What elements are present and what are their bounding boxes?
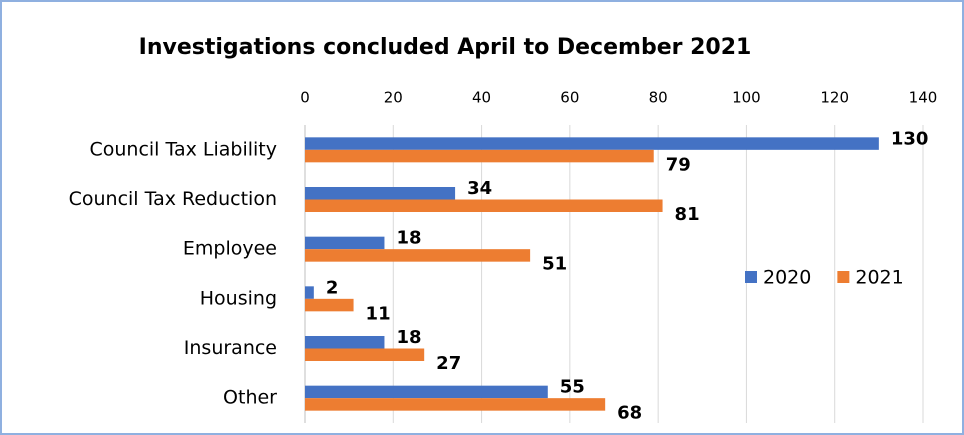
x-tick-label: 80: [649, 89, 668, 107]
bar: [305, 348, 425, 361]
data-label: 55: [560, 377, 585, 398]
x-tick-label: 140: [909, 89, 938, 107]
legend-label: 2021: [855, 267, 903, 289]
data-label: 18: [396, 228, 421, 249]
data-label: 18: [396, 327, 421, 348]
data-label: 130: [891, 128, 929, 149]
x-tick-label: 60: [560, 89, 579, 107]
y-tick-label: Other: [223, 387, 277, 409]
bar: [305, 199, 663, 212]
bar: [305, 385, 548, 399]
y-tick-label: Council Tax Liability: [89, 138, 277, 160]
y-tick-label: Insurance: [184, 337, 277, 359]
bar: [305, 336, 385, 349]
bar: [305, 398, 606, 411]
x-tick-label: 20: [384, 89, 403, 107]
legend-label: 2020: [763, 267, 811, 289]
data-label: 51: [542, 254, 567, 275]
bar: [305, 236, 385, 250]
x-tick-label: 0: [300, 89, 310, 107]
bar: [305, 286, 314, 299]
legend-swatch: [745, 271, 757, 283]
legend-swatch: [837, 271, 850, 283]
data-label: 27: [436, 353, 461, 374]
bar: [305, 187, 456, 200]
x-tick-label: 120: [820, 89, 849, 107]
y-tick-label: Council Tax Reduction: [69, 188, 277, 210]
y-tick-label: Employee: [183, 238, 277, 260]
data-label: 2: [326, 277, 339, 298]
data-label: 68: [617, 403, 642, 424]
x-tick-label: 40: [472, 89, 491, 107]
data-label: 11: [366, 303, 391, 324]
chart-title: Investigations concluded April to Decemb…: [139, 35, 752, 60]
bar: [305, 298, 354, 312]
data-label: 79: [666, 154, 691, 175]
bar: [305, 249, 531, 262]
bar: [305, 149, 654, 163]
data-label: 34: [467, 178, 492, 199]
bar: [305, 137, 879, 150]
x-tick-label: 100: [732, 89, 761, 107]
y-tick-label: Housing: [200, 287, 277, 309]
data-label: 81: [675, 204, 700, 225]
